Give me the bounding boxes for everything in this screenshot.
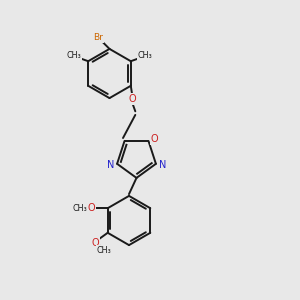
- Text: O: O: [128, 94, 136, 104]
- Text: Br: Br: [93, 33, 103, 42]
- Text: O: O: [87, 203, 95, 213]
- Text: CH₃: CH₃: [66, 51, 81, 60]
- Text: N: N: [107, 160, 115, 170]
- Text: CH₃: CH₃: [72, 204, 87, 213]
- Text: O: O: [151, 134, 158, 144]
- Text: O: O: [91, 238, 99, 248]
- Text: CH₃: CH₃: [97, 246, 112, 255]
- Text: N: N: [159, 160, 166, 170]
- Text: CH₃: CH₃: [138, 51, 153, 60]
